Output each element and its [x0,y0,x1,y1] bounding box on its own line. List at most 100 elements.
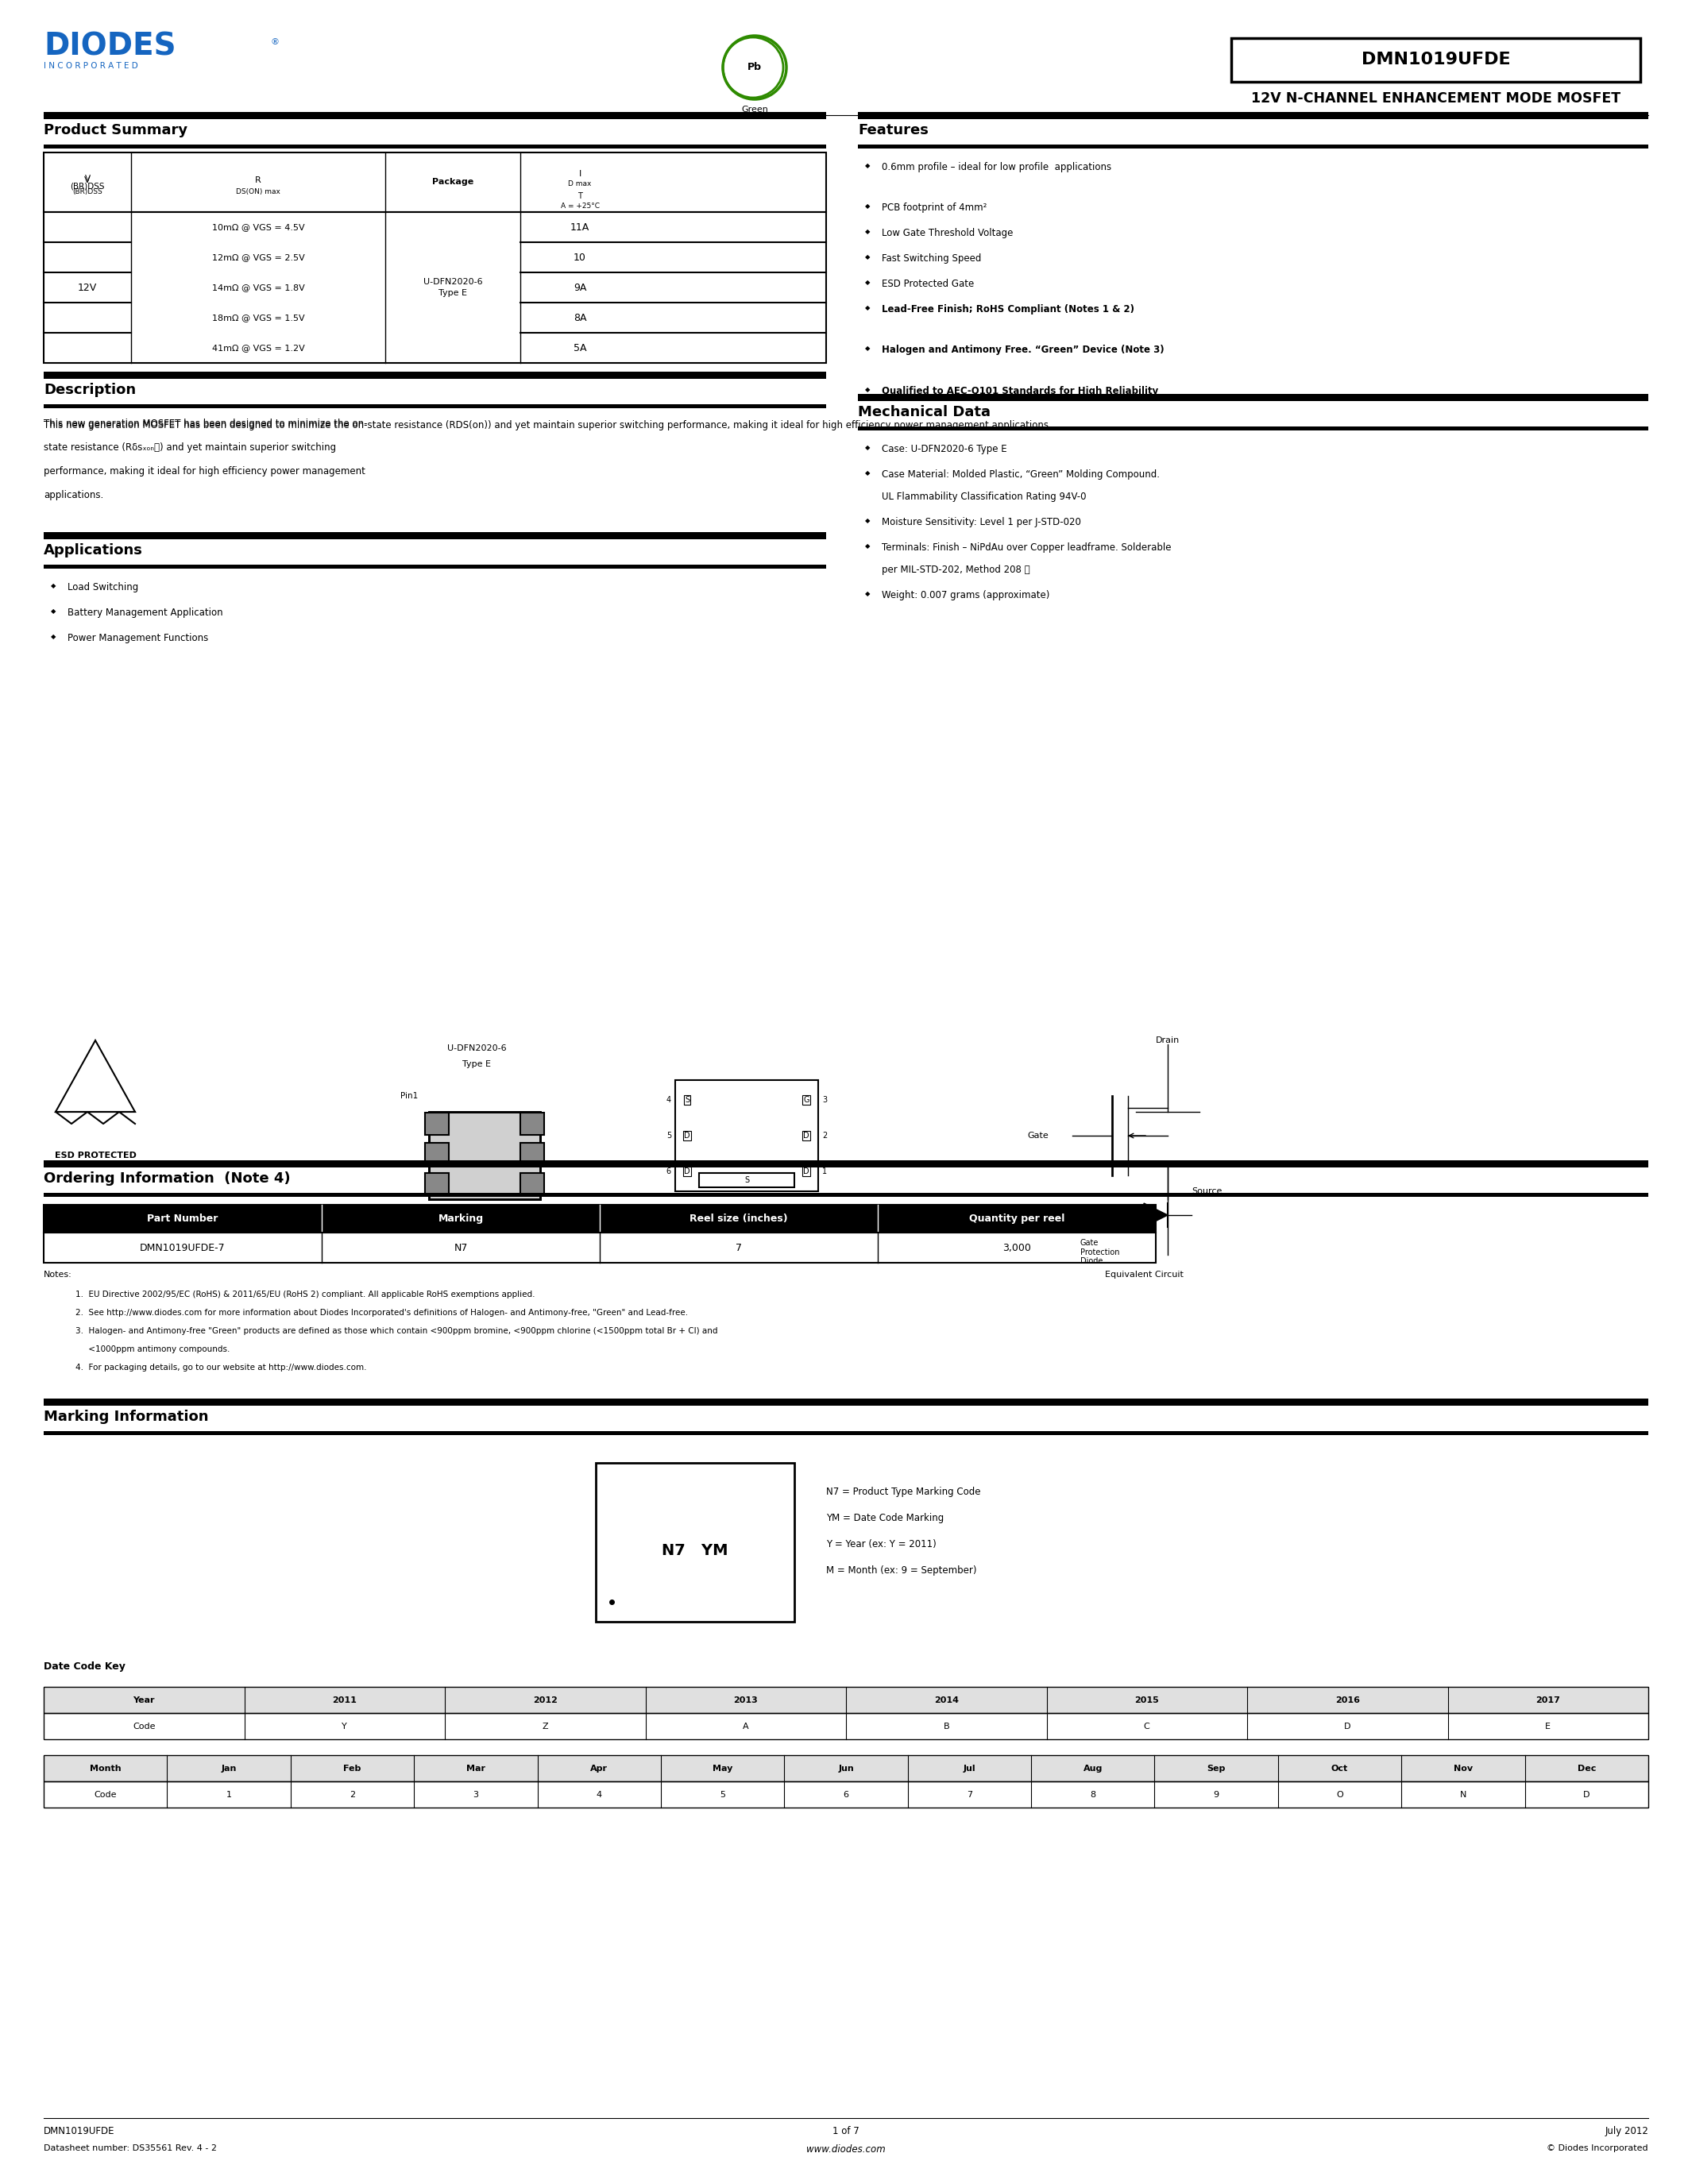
Text: Aug: Aug [1084,1765,1102,1771]
Text: S: S [685,1096,690,1103]
Text: Power Management Functions: Power Management Functions [68,633,208,644]
Text: E: E [1545,1723,1551,1730]
Text: Apr: Apr [591,1765,608,1771]
Bar [44,1431,1647,1435]
Text: 41mΩ @ VGS = 1.2V: 41mΩ @ VGS = 1.2V [211,343,304,352]
Text: Applications: Applications [44,544,143,557]
Text: Green: Green [741,105,768,114]
Text: Reel size (inches): Reel size (inches) [690,1214,788,1223]
Text: Pb: Pb [748,63,761,72]
Text: This new generation MOSFET has been designed to minimize the on-state resistance: This new generation MOSFET has been desi… [44,419,1052,430]
Bar [520,1142,544,1164]
Bar [44,1206,1156,1232]
Text: 2017: 2017 [1536,1697,1560,1704]
Text: Oct: Oct [1332,1765,1349,1771]
Text: ◆: ◆ [864,280,869,286]
Text: performance, making it ideal for high efficiency power management: performance, making it ideal for high ef… [44,465,365,476]
Bar [44,1160,1647,1168]
Text: Features: Features [858,122,928,138]
Text: www.diodes.com: www.diodes.com [807,2145,886,2156]
Text: Pin1: Pin1 [400,1092,419,1101]
Bar [596,1463,795,1623]
Text: ◆: ◆ [864,443,869,452]
Text: DMN1019UFDE: DMN1019UFDE [44,2125,115,2136]
Text: Code: Code [95,1791,116,1797]
Bar [44,533,825,539]
Text: 7: 7 [967,1791,972,1797]
Text: N7: N7 [454,1243,468,1254]
Text: ◆: ◆ [864,253,869,260]
Text: T: T [577,192,582,201]
Text: 1: 1 [226,1791,231,1797]
Text: Gate: Gate [1028,1131,1048,1140]
Text: D max: D max [569,181,591,188]
Text: I: I [579,170,581,179]
Bar [44,563,825,568]
Bar [520,1173,544,1195]
Text: Description: Description [44,382,137,397]
Text: <1000ppm antimony compounds.: <1000ppm antimony compounds. [76,1345,230,1354]
Text: ◆: ◆ [864,345,869,352]
Text: Fast Switching Speed: Fast Switching Speed [881,253,981,264]
Text: A = +25°C: A = +25°C [560,203,599,210]
Text: D: D [1583,1791,1590,1797]
Text: S: S [744,1177,749,1184]
Text: (BR)DSS: (BR)DSS [73,188,103,194]
Text: 3,000: 3,000 [1003,1243,1031,1254]
Text: 6: 6 [844,1791,849,1797]
Text: Mechanical Data: Mechanical Data [858,404,991,419]
Text: 1 of 7: 1 of 7 [832,2125,859,2136]
Text: ◆: ◆ [864,304,869,312]
Bar [520,1112,544,1136]
Text: 2013: 2013 [734,1697,758,1704]
Text: Halogen and Antimony Free. “Green” Device (Note 3): Halogen and Antimony Free. “Green” Devic… [881,345,1165,356]
Text: 9: 9 [1214,1791,1219,1797]
Bar [44,212,825,363]
Text: Jul: Jul [964,1765,976,1771]
Text: C: C [1144,1723,1150,1730]
Text: DMN1019UFDE: DMN1019UFDE [1361,52,1511,68]
Text: ◆: ◆ [864,387,869,393]
Text: ◆: ◆ [864,590,869,596]
Text: Gate
Protection
Diode: Gate Protection Diode [1080,1238,1119,1265]
Text: 3.  Halogen- and Antimony-free "Green" products are defined as those which conta: 3. Halogen- and Antimony-free "Green" pr… [76,1328,717,1334]
Text: 0.6mm profile – ideal for low profile  applications: 0.6mm profile – ideal for low profile ap… [881,162,1111,173]
Text: A: A [743,1723,749,1730]
Text: Marking: Marking [439,1214,483,1223]
Text: DS(ON) max: DS(ON) max [236,188,280,194]
Text: ◆: ◆ [864,227,869,236]
Text: Terminals: Finish – NiPdAu over Copper leadframe. Solderable: Terminals: Finish – NiPdAu over Copper l… [881,542,1171,553]
Text: 1: 1 [822,1168,827,1175]
Text: DIODES: DIODES [44,33,176,61]
Text: 10: 10 [574,251,586,262]
Text: applications.: applications. [44,489,103,500]
Text: Sep: Sep [1207,1765,1225,1771]
Text: V
(BR)DSS: V (BR)DSS [71,175,105,190]
Text: Feb: Feb [343,1765,361,1771]
Text: O: O [1337,1791,1344,1797]
Text: Case Material: Molded Plastic, “Green” Molding Compound.: Case Material: Molded Plastic, “Green” M… [881,470,1160,480]
Text: 8: 8 [1090,1791,1096,1797]
Text: 12V: 12V [78,282,96,293]
Text: Datasheet number: DS35561 Rev. 4 - 2: Datasheet number: DS35561 Rev. 4 - 2 [44,2145,216,2151]
Text: Source: Source [1192,1188,1222,1195]
Text: 2015: 2015 [1134,1697,1160,1704]
Text: 10mΩ @ VGS = 4.5V: 10mΩ @ VGS = 4.5V [213,223,304,232]
Text: Weight: 0.007 grams (approximate): Weight: 0.007 grams (approximate) [881,590,1050,601]
Text: Y = Year (ex: Y = 2011): Y = Year (ex: Y = 2011) [825,1540,937,1548]
Text: Moisture Sensitivity: Level 1 per J-STD-020: Moisture Sensitivity: Level 1 per J-STD-… [881,518,1080,526]
Bar [44,1782,1647,1808]
Text: U-DFN2020-6: U-DFN2020-6 [447,1044,506,1053]
Bar [858,144,1647,149]
Text: Pin Out
Bottom View: Pin Out Bottom View [719,1208,775,1225]
Bar [858,393,1647,402]
Text: 3: 3 [822,1096,827,1103]
Text: N7   YM: N7 YM [662,1542,728,1557]
Text: state resistance (Rδsₓₒₙ⧸) and yet maintain superior switching: state resistance (Rδsₓₒₙ⧸) and yet maint… [44,443,336,452]
Text: 4: 4 [596,1791,603,1797]
Bar [44,111,825,120]
Bar [44,1398,1647,1406]
Text: ◆: ◆ [864,203,869,210]
Text: 11A: 11A [571,223,589,232]
Bar [44,1192,1647,1197]
